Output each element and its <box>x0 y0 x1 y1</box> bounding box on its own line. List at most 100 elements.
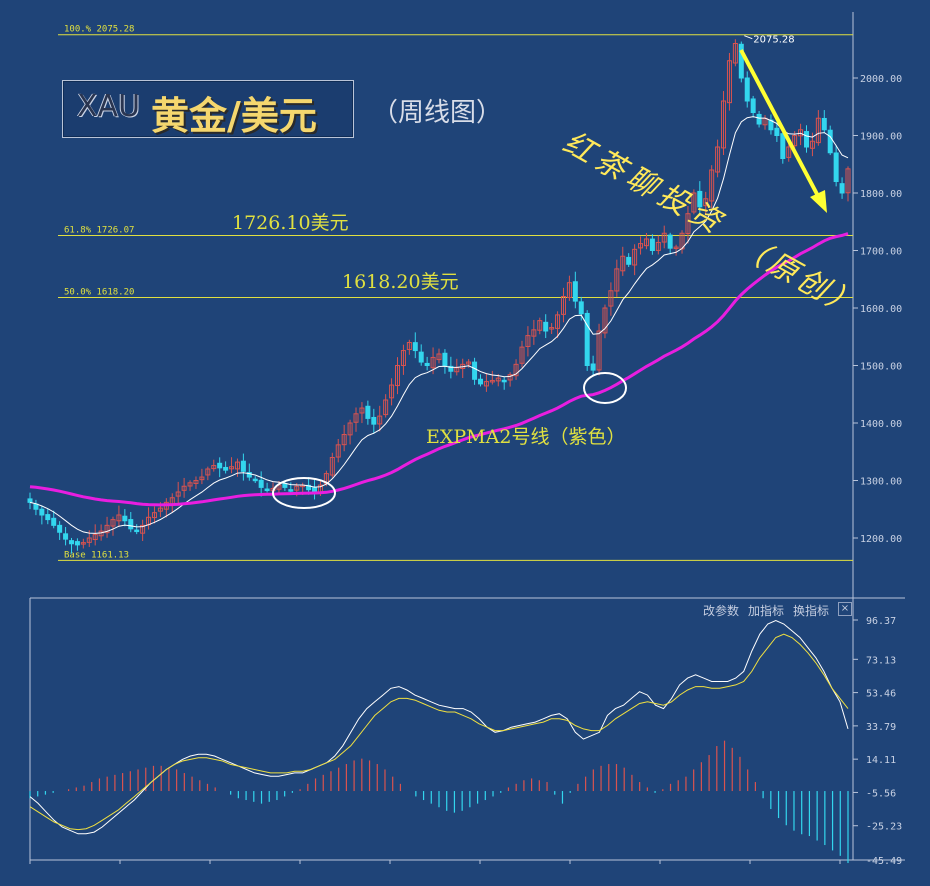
title-box: XAU 黄金/美元 <box>62 80 354 138</box>
candle-body <box>347 422 353 436</box>
candle-body <box>63 533 69 540</box>
candle-body <box>211 465 217 470</box>
dea-line <box>29 633 849 831</box>
candle-body <box>51 517 57 526</box>
candle-body <box>596 330 602 371</box>
indicator-tick-label: -45.49 <box>866 856 902 867</box>
candle-body <box>845 168 851 194</box>
candle-body <box>525 335 531 348</box>
candle-body <box>258 479 264 488</box>
candle-body <box>74 541 80 546</box>
period-text: （周线图） <box>372 98 503 128</box>
candle-body <box>418 351 424 363</box>
candle-body <box>531 329 537 337</box>
candle-body <box>750 98 756 113</box>
candle-body <box>395 365 401 387</box>
fib-label: Base 1161.13 <box>64 550 129 560</box>
price-tick-label: 2000.00 <box>860 74 902 85</box>
candle-body <box>620 255 626 272</box>
candle-body <box>632 248 638 266</box>
candle-body <box>187 482 193 487</box>
indicator-tick-label: 73.13 <box>866 655 896 666</box>
close-indicator-button[interactable]: × <box>838 602 852 616</box>
peak-label: 2075.28 <box>753 35 794 46</box>
indicator-tick-label: 53.46 <box>866 689 896 700</box>
trend-arrow-head <box>810 190 827 213</box>
edit-params-button[interactable]: 改参数 <box>703 604 740 618</box>
candle-body <box>33 503 39 510</box>
candle-body <box>780 133 786 159</box>
price-tick-label: 1500.00 <box>860 362 902 373</box>
candle-body <box>246 472 252 478</box>
candle-body <box>175 491 181 497</box>
candle-body <box>821 117 827 131</box>
candle-body <box>555 314 561 329</box>
candle-body <box>715 146 721 173</box>
candle-body <box>602 307 608 334</box>
candle-body <box>383 399 389 416</box>
switch-indicator-button[interactable]: 换指标 <box>793 604 830 618</box>
candle-body <box>312 487 318 493</box>
expma-label: EXPMA2号线（紫色） <box>426 426 625 448</box>
candle-body <box>68 540 74 545</box>
price-tick-label: 1700.00 <box>860 247 902 258</box>
candle-body <box>697 190 703 208</box>
candle-body <box>199 476 205 481</box>
candle-body <box>424 362 430 366</box>
candle-body <box>804 131 810 148</box>
symbol-text: XAU <box>77 89 141 124</box>
candle-body <box>839 183 845 194</box>
expma-fast-line <box>29 116 849 534</box>
candle-body <box>786 146 792 158</box>
candle-body <box>655 241 661 251</box>
candle-body <box>151 512 157 519</box>
candle-body <box>638 243 644 249</box>
candle-body <box>234 461 240 470</box>
add-indicator-button[interactable]: 加指标 <box>748 604 785 618</box>
candle-body <box>560 296 566 315</box>
indicator-tick-label: 96.37 <box>866 616 896 627</box>
candle-body <box>400 350 406 366</box>
candle-body <box>365 405 371 419</box>
candle-body <box>519 346 525 364</box>
candle-body <box>489 379 495 383</box>
candle-body <box>792 135 798 147</box>
candle-body <box>252 478 258 482</box>
candle-body <box>590 363 596 371</box>
indicator-tick-label: 14.11 <box>866 755 896 766</box>
candle-body <box>371 416 377 425</box>
candle-body <box>92 534 98 541</box>
candle-body <box>448 365 454 372</box>
candle-body <box>507 374 513 381</box>
candle-body <box>140 524 146 534</box>
candle-body <box>27 498 33 503</box>
candle-body <box>229 466 235 470</box>
candle-body <box>157 507 163 512</box>
candle-body <box>578 301 584 315</box>
candle-body <box>110 519 116 527</box>
price-tick-label: 1400.00 <box>860 419 902 430</box>
candle-body <box>726 60 732 104</box>
candle-body <box>436 353 442 361</box>
candle-body <box>306 484 312 491</box>
candle-body <box>389 384 395 399</box>
candle-body <box>809 140 815 149</box>
candle-body <box>223 466 229 471</box>
candle-body <box>608 290 614 307</box>
price-tick-label: 1200.00 <box>860 534 902 545</box>
candle-body <box>442 352 448 367</box>
candle-body <box>685 213 691 235</box>
candle-body <box>513 363 519 377</box>
indicator-tick-label: -25.23 <box>866 822 902 833</box>
candle-body <box>501 379 507 383</box>
candle-body <box>205 468 211 476</box>
expma-slow-line <box>29 232 849 507</box>
candle-body <box>537 320 543 331</box>
candle-body <box>288 489 294 492</box>
candle-body <box>116 514 122 522</box>
candle-body <box>122 515 128 522</box>
candle-body <box>584 312 590 367</box>
candle-body <box>353 413 359 423</box>
candle-body <box>667 234 673 249</box>
